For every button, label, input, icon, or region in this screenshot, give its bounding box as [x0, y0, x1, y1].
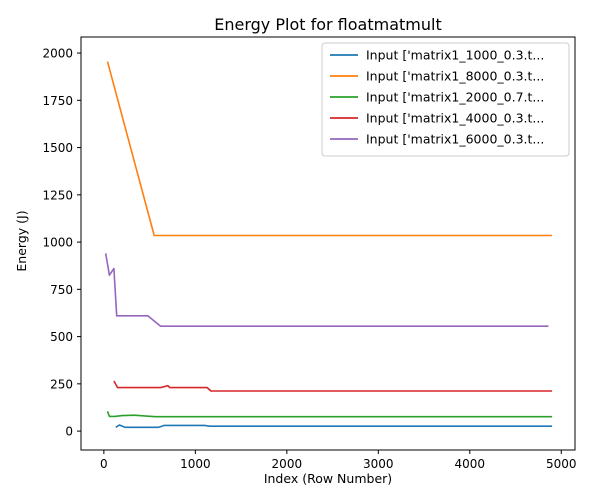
series-line-1: [115, 424, 553, 429]
y-tick-label: 1000: [42, 236, 73, 250]
y-tick-label: 0: [65, 425, 73, 439]
x-axis-ticks: 0 1000 2000 3000 4000 5000: [100, 450, 577, 471]
y-tick-label: 250: [50, 377, 73, 391]
y-tick-label: 750: [50, 283, 73, 297]
plot-frame: [80, 36, 576, 451]
y-tick-label: 2000: [42, 47, 73, 61]
legend-label: Input ['matrix1_4000_0.3.t...: [366, 111, 544, 126]
chart-title: Energy Plot for floatmatmult: [214, 15, 441, 34]
x-tick-label: 0: [100, 457, 108, 471]
series-line-2: [106, 61, 553, 237]
y-axis-label: Energy (J): [14, 210, 29, 271]
legend-label: Input ['matrix1_6000_0.3.t...: [366, 132, 544, 147]
series-layer: [104, 61, 553, 429]
x-tick-label: 1000: [180, 457, 211, 471]
legend: Input ['matrix1_1000_0.3.t... Input ['mat…: [321, 42, 570, 157]
x-tick-label: 2000: [272, 457, 303, 471]
series-line-4: [113, 380, 553, 392]
y-tick-label: 1750: [42, 94, 73, 108]
series-line-5: [104, 253, 549, 327]
x-tick-label: 4000: [455, 457, 486, 471]
x-axis-label: Index (Row Number): [264, 471, 392, 486]
legend-box: [321, 42, 570, 157]
legend-label: Input ['matrix1_8000_0.3.t...: [366, 69, 544, 84]
y-tick-label: 1250: [42, 188, 73, 202]
y-tick-label: 500: [50, 330, 73, 344]
series-line-3: [106, 411, 553, 418]
legend-label: Input ['matrix1_2000_0.7.t...: [366, 90, 544, 105]
y-axis-ticks: 0 250 500 750 1000 1250 1500 1750 2000: [42, 47, 81, 439]
y-tick-label: 1500: [42, 141, 73, 155]
x-tick-label: 5000: [546, 457, 577, 471]
legend-label: Input ['matrix1_1000_0.3.t...: [366, 48, 544, 63]
x-tick-label: 3000: [363, 457, 394, 471]
